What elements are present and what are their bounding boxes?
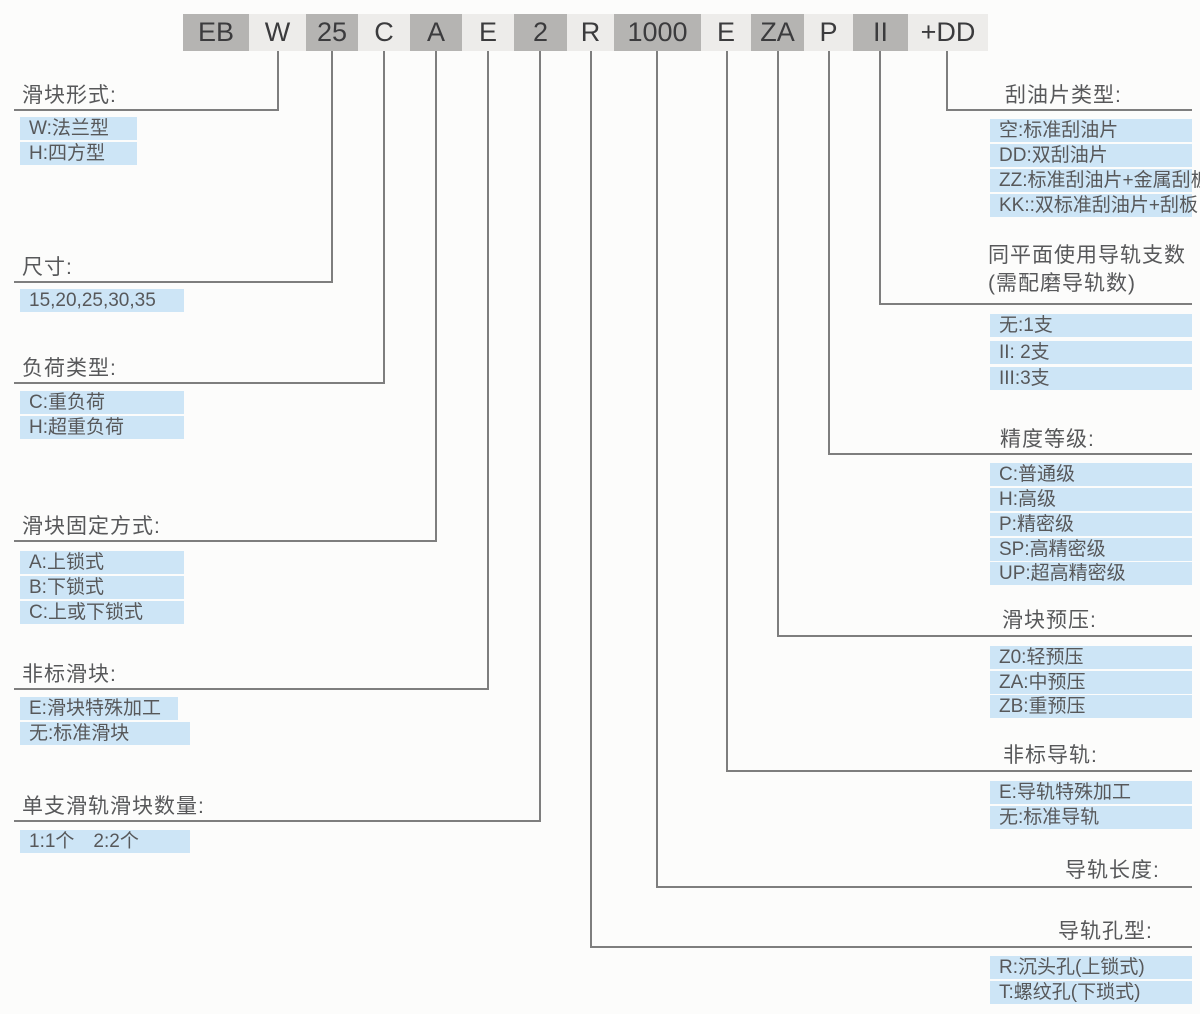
connector-line — [656, 51, 658, 886]
option-item: C:上或下锁式 — [20, 601, 184, 624]
section-title-preload: 滑块预压: — [1002, 609, 1097, 632]
section-title-rail-length: 导轨长度: — [1065, 859, 1160, 882]
section-title-size: 尺寸: — [22, 256, 73, 279]
code-segment-nonstd-rail: E — [701, 14, 751, 51]
section-title-nonstd-rail: 非标导轨: — [1003, 744, 1098, 767]
code-segment-preload: ZA — [751, 14, 804, 51]
option-item: P:精密级 — [990, 513, 1192, 536]
connector-line — [879, 51, 881, 303]
connector-line — [726, 770, 1192, 772]
connector-line — [879, 303, 1192, 305]
option-item: DD:双刮油片 — [990, 144, 1192, 167]
option-item: KK::双标准刮油片+刮板 — [990, 194, 1198, 217]
code-segment-slider-count: 2 — [514, 14, 567, 51]
option-item: E:滑块特殊加工 — [20, 697, 178, 720]
option-item: W:法兰型 — [20, 117, 137, 140]
option-item: T:螺纹孔(下琐式) — [990, 981, 1192, 1004]
connector-line — [14, 281, 333, 283]
code-segment-load-type: C — [358, 14, 410, 51]
connector-line — [777, 51, 779, 635]
option-item: 无:标准滑块 — [20, 722, 190, 745]
connector-line — [656, 886, 1192, 888]
code-segment-hole-type: R — [567, 14, 614, 51]
section-title-slider-form: 滑块形式: — [22, 84, 117, 107]
option-item: 空:标准刮油片 — [990, 119, 1192, 142]
option-item: C:重负荷 — [20, 391, 184, 414]
connector-line — [590, 946, 1192, 948]
option-item: C:普通级 — [990, 463, 1192, 486]
section-title-rail-count-line2: (需配磨导轨数) — [988, 272, 1136, 295]
connector-line — [828, 453, 1192, 455]
code-segment-rail-count: II — [853, 14, 908, 51]
option-item: R:沉头孔(上锁式) — [990, 956, 1192, 979]
connector-line — [14, 540, 437, 542]
code-segment-fixing: A — [410, 14, 462, 51]
code-segment-precision: P — [804, 14, 853, 51]
section-title-hole-type: 导轨孔型: — [1058, 920, 1153, 943]
code-segment-size: 25 — [306, 14, 358, 51]
option-item: ZA:中预压 — [990, 671, 1192, 694]
connector-line — [331, 51, 333, 281]
code-segment-series: EB — [183, 14, 249, 51]
option-item: 无:1支 — [990, 314, 1192, 337]
connector-line — [946, 51, 948, 109]
section-title-fixing: 滑块固定方式: — [22, 515, 161, 538]
code-segment-wiper: +DD — [908, 14, 988, 51]
connector-line — [590, 51, 592, 946]
option-item: ZB:重预压 — [990, 695, 1192, 718]
option-item: H:超重负荷 — [20, 416, 184, 439]
option-item: ZZ:标准刮油片+金属刮板 — [990, 169, 1200, 192]
option-item: II: 2支 — [990, 341, 1192, 364]
option-item: 1:1个 2:2个 — [20, 830, 190, 853]
section-title-rail-count-line1: 同平面使用导轨支数 — [988, 244, 1186, 267]
connector-line — [277, 51, 279, 109]
option-item: E:导轨特殊加工 — [990, 781, 1192, 804]
section-title-slider-count: 单支滑轨滑块数量: — [22, 795, 205, 818]
section-title-wiper: 刮油片类型: — [1005, 84, 1122, 107]
connector-line — [14, 382, 385, 384]
code-segment-nonstd-slider: E — [462, 14, 514, 51]
connector-line — [14, 109, 279, 111]
connector-line — [946, 109, 1192, 111]
option-item: SP:高精密级 — [990, 538, 1192, 561]
option-item: UP:超高精密级 — [990, 562, 1192, 585]
connector-line — [435, 51, 437, 540]
connector-line — [383, 51, 385, 382]
connector-line — [487, 51, 489, 688]
option-item: A:上锁式 — [20, 551, 184, 574]
option-item: III:3支 — [990, 367, 1192, 390]
option-item: B:下锁式 — [20, 576, 184, 599]
code-segment-slider-form: W — [249, 14, 306, 51]
connector-line — [14, 820, 541, 822]
connector-line — [14, 688, 489, 690]
option-item: H:四方型 — [20, 142, 137, 165]
option-item: 无:标准导轨 — [990, 806, 1192, 829]
code-segment-rail-length: 1000 — [614, 14, 701, 51]
connector-line — [777, 635, 1192, 637]
connector-line — [828, 51, 830, 453]
option-item: 15,20,25,30,35 — [20, 289, 184, 312]
option-item: H:高级 — [990, 488, 1192, 511]
connector-line — [539, 51, 541, 820]
connector-line — [726, 51, 728, 770]
section-title-precision: 精度等级: — [1000, 428, 1095, 451]
section-title-nonstd-slider: 非标滑块: — [22, 663, 117, 686]
option-item: Z0:轻预压 — [990, 646, 1192, 669]
section-title-load-type: 负荷类型: — [22, 357, 117, 380]
